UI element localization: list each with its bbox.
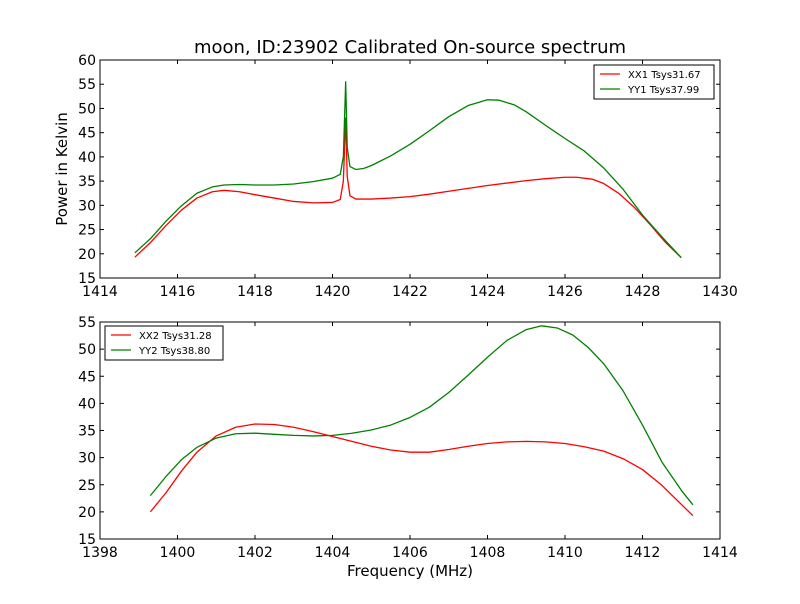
- bottom-x-tick-label: 1404: [315, 545, 351, 561]
- bottom-series-line-2: [149, 325, 694, 506]
- top-x-tick-label: 1416: [160, 284, 196, 300]
- top-y-tick-label: 40: [78, 150, 96, 166]
- bottom-y-tick-label: 45: [78, 369, 96, 385]
- top-x-tick-label: 1428: [625, 284, 661, 300]
- bottom-panel: Frequency (MHz) 1398 1400 1402 1404 1406 1408…: [78, 315, 738, 580]
- bottom-x-tick-label: 1408: [470, 545, 506, 561]
- bottom-y-tick-label: 25: [78, 478, 96, 494]
- top-y-tick-label: 55: [78, 77, 96, 93]
- bottom-y-tick-label: 20: [78, 505, 96, 521]
- bottom-x-tick-label: 1414: [702, 545, 738, 561]
- top-panel: moon, ID:23902 Calibrated On-source spec…: [53, 37, 738, 300]
- top-x-tick-label: 1426: [547, 284, 583, 300]
- top-y-tick-label: 25: [78, 223, 96, 239]
- top-x-tick-label: 1414: [82, 284, 118, 300]
- top-legend: XX1 Tsys31.67 YY1 Tsys37.99: [593, 64, 715, 100]
- top-x-tick-label: 1430: [702, 284, 738, 300]
- top-series-line-2: [134, 81, 682, 259]
- top-y-tick-label: 35: [78, 174, 96, 190]
- top-x-tick-label: 1422: [392, 284, 428, 300]
- top-y-tick-label: 45: [78, 126, 96, 142]
- bottom-series-line-1: [149, 423, 694, 517]
- bottom-y-tick-label: 15: [78, 532, 96, 548]
- top-legend-box: [593, 64, 715, 100]
- top-y-axis-label: Power in Kelvin: [53, 112, 71, 226]
- top-series-group: [134, 81, 682, 259]
- top-series-line-1: [134, 117, 682, 259]
- bottom-legend-box: [104, 325, 224, 361]
- bottom-y-tick-label: 40: [78, 396, 96, 412]
- top-y-tick-label: 30: [78, 198, 96, 214]
- top-x-tick-label: 1420: [315, 284, 351, 300]
- top-x-tick-label: 1418: [237, 284, 273, 300]
- bottom-y-tick-label: 55: [78, 315, 96, 331]
- bottom-x-tick-label: 1402: [237, 545, 273, 561]
- bottom-x-tick-label: 1412: [625, 545, 661, 561]
- top-ticks: 1414 1416 1418 1420 1422 1424 1426 1428 1430 15 20…: [78, 53, 738, 300]
- bottom-series-group: [149, 325, 694, 517]
- top-y-tick-label: 20: [78, 247, 96, 263]
- bottom-ticks: 1398 1400 1402 1404 1406 1408 1410 1412 1414 15 20…: [78, 315, 738, 561]
- top-legend-label: YY1 Tsys37.99: [627, 85, 699, 96]
- bottom-y-tick-label: 50: [78, 342, 96, 358]
- bottom-x-tick-label: 1400: [160, 545, 196, 561]
- bottom-x-tick-label: 1398: [82, 545, 118, 561]
- bottom-legend-label: YY2 Tsys38.80: [138, 346, 210, 357]
- bottom-y-tick-label: 30: [78, 451, 96, 467]
- bottom-legend-label: XX2 Tsys31.28: [139, 331, 212, 342]
- bottom-y-tick-label: 35: [78, 424, 96, 440]
- top-legend-label: XX1 Tsys31.67: [628, 70, 701, 81]
- top-chart-title: moon, ID:23902 Calibrated On-source spec…: [194, 37, 626, 58]
- bottom-x-tick-label: 1410: [547, 545, 583, 561]
- top-y-tick-label: 50: [78, 101, 96, 117]
- top-y-tick-label: 60: [78, 53, 96, 69]
- top-y-tick-label: 15: [78, 271, 96, 287]
- bottom-x-tick-label: 1406: [392, 545, 428, 561]
- top-x-tick-label: 1424: [470, 284, 506, 300]
- bottom-legend: XX2 Tsys31.28 YY2 Tsys38.80: [104, 325, 224, 361]
- bottom-x-axis-label: Frequency (MHz): [347, 562, 473, 580]
